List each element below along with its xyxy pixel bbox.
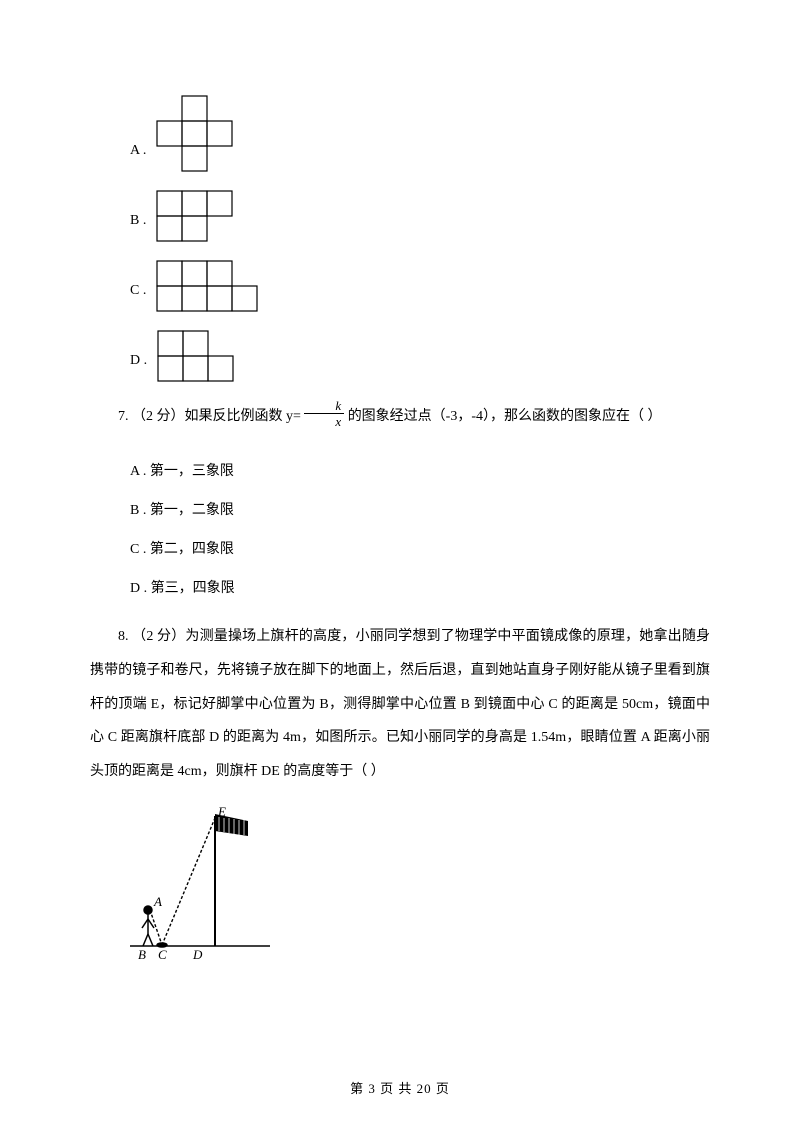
page-footer: 第 3 页 共 20 页 bbox=[0, 1073, 800, 1104]
shape-c bbox=[156, 260, 258, 312]
option-c[interactable]: C . bbox=[90, 260, 710, 312]
option-b-label: B . bbox=[130, 204, 146, 242]
option-c-label: C . bbox=[130, 274, 146, 312]
q7-answer-b[interactable]: B . 第一，二象限 bbox=[130, 491, 710, 530]
shape-b bbox=[156, 190, 233, 242]
q8-diagram-container: E A B C D bbox=[90, 806, 710, 961]
q7-answer-c[interactable]: C . 第二，四象限 bbox=[130, 530, 710, 569]
option-a[interactable]: A . bbox=[90, 95, 710, 172]
option-d-label: D . bbox=[130, 344, 147, 382]
q7-fraction: kx bbox=[304, 399, 344, 428]
q7-answer-a[interactable]: A . 第一，三象限 bbox=[130, 452, 710, 491]
label-a: A bbox=[153, 894, 162, 909]
question-7: 7. （2 分）如果反比例函数 y= kx 的图象经过点（-3，-4），那么函数… bbox=[90, 400, 710, 434]
label-b: B bbox=[138, 947, 146, 961]
q8-diagram: E A B C D bbox=[130, 806, 270, 961]
q7-answer-d[interactable]: D . 第三，四象限 bbox=[130, 569, 710, 608]
q7-suffix: 的图象经过点（-3，-4），那么函数的图象应在（ ） bbox=[348, 409, 662, 424]
option-b[interactable]: B . bbox=[90, 190, 710, 242]
label-e: E bbox=[217, 806, 226, 819]
option-a-label: A . bbox=[130, 134, 146, 172]
shape-a bbox=[156, 95, 233, 172]
option-d[interactable]: D . bbox=[90, 330, 710, 382]
question-8: 8. （2 分）为测量操场上旗杆的高度，小丽同学想到了物理学中平面镜成像的原理，… bbox=[90, 620, 710, 788]
label-d: D bbox=[192, 947, 203, 961]
q7-prefix: 7. （2 分）如果反比例函数 y= bbox=[118, 409, 304, 424]
shape-d bbox=[157, 330, 234, 382]
label-c: C bbox=[158, 947, 167, 961]
q7-answers: A . 第一，三象限 B . 第一，二象限 C . 第二，四象限 D . 第三，… bbox=[90, 452, 710, 609]
